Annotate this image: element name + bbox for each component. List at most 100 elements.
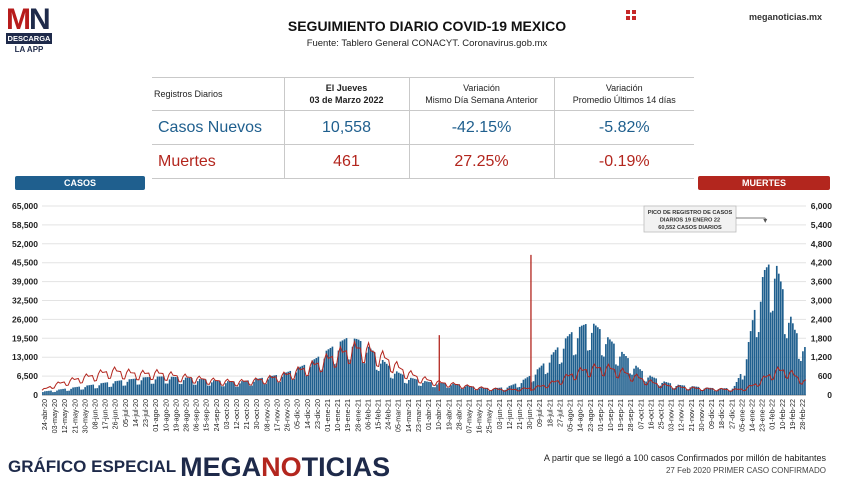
- casos-bar: [64, 388, 66, 395]
- left-tick-label: 26,000: [12, 314, 38, 324]
- x-tick-label: 16-oct-21: [646, 399, 655, 429]
- casos-bar: [719, 388, 722, 395]
- casos-bar: [550, 354, 553, 395]
- footer-brand: GRÁFICO ESPECIAL MEGANOTICIAS: [8, 452, 390, 482]
- x-tick-label: 21-may-20: [70, 399, 79, 433]
- casos-bar: [568, 334, 571, 395]
- left-tick-label: 45,500: [12, 258, 38, 268]
- casos-bar: [637, 367, 639, 395]
- casos-bar: [178, 383, 181, 395]
- casos-bar: [590, 332, 593, 395]
- casos-bar: [625, 356, 627, 395]
- casos-bar: [367, 346, 370, 395]
- x-tick-label: 19-sep-21: [616, 399, 625, 431]
- casos-bar: [347, 359, 350, 395]
- casos-bar: [586, 350, 589, 395]
- casos-bar: [683, 385, 686, 395]
- casos-bar: [160, 376, 163, 395]
- casos-bar: [681, 385, 684, 395]
- site-url: meganoticias.mx: [748, 12, 822, 22]
- x-tick-label: 28-sep-21: [626, 399, 635, 431]
- casos-bar: [456, 384, 458, 395]
- casos-bar: [727, 390, 730, 395]
- casos-bar: [510, 385, 513, 395]
- casos-bar: [285, 372, 288, 395]
- casos-bar: [741, 379, 744, 395]
- casos-bar: [448, 387, 450, 395]
- casos-bar: [369, 348, 372, 395]
- x-tick-label: 18-jul-21: [545, 399, 554, 427]
- x-tick-label: 28-abr-21: [454, 399, 463, 430]
- casos-bar: [432, 387, 434, 395]
- casos-bar: [679, 385, 682, 395]
- casos-bar: [484, 387, 487, 395]
- casos-bar: [695, 386, 698, 395]
- casos-bar: [653, 377, 655, 395]
- casos-bar: [454, 383, 456, 395]
- casos-bar: [68, 390, 70, 395]
- left-axis: 65,000 58,500 52,000 45,500 39,000 32,500 26,0…: [12, 201, 38, 400]
- casos-bar: [297, 367, 300, 395]
- x-tick-label: 07-oct-21: [636, 399, 645, 429]
- x-tick-label: 23-ene-22: [758, 399, 767, 432]
- casos-bar: [102, 382, 105, 395]
- casos-bar: [753, 309, 756, 395]
- casos-bar: [279, 381, 282, 395]
- casos-bar: [763, 269, 766, 395]
- casos-bar: [731, 388, 734, 395]
- casos-bar: [227, 381, 229, 395]
- casos-bar: [798, 358, 800, 395]
- x-axis-labels: 24-abr-20 03-may-20 12-may-20 21-may-20 30-m…: [40, 399, 807, 433]
- casos-bar: [128, 379, 131, 395]
- casos-bar: [377, 370, 380, 395]
- x-tick-label: 25-oct-21: [657, 399, 666, 429]
- casos-bar: [468, 385, 470, 395]
- casos-bar: [761, 277, 764, 395]
- right-tick-label: 5,400: [811, 220, 833, 230]
- chart-grid: [42, 205, 806, 396]
- casos-bar: [699, 390, 702, 395]
- casos-bar: [267, 379, 269, 395]
- x-tick-label: 23-dic-20: [313, 399, 322, 429]
- x-tick-label: 12-jun-21: [505, 399, 514, 429]
- x-tick-label: 09-dic-21: [707, 399, 716, 429]
- header-var-14: Variación Promedio Últimos 14 días: [553, 77, 694, 111]
- casos-bar: [707, 387, 710, 395]
- casos-bar: [528, 375, 531, 395]
- casos-bar: [779, 281, 782, 395]
- casos-bar: [420, 385, 422, 395]
- logo-m: M: [6, 3, 31, 36]
- grafico-especial: GRÁFICO ESPECIAL: [8, 457, 177, 476]
- casos-bar: [430, 382, 432, 395]
- casos-bar: [261, 377, 263, 395]
- casos-bar: [500, 387, 503, 395]
- left-tick-label: 13,000: [12, 352, 38, 362]
- casos-bar: [140, 380, 143, 395]
- casos-bar: [152, 383, 155, 395]
- casos-bar: [305, 375, 308, 395]
- x-tick-label: 24-sep-20: [212, 399, 221, 431]
- casos-bar: [100, 383, 103, 395]
- casos-bar: [196, 381, 199, 395]
- casos-bar: [723, 388, 726, 395]
- casos-bar: [156, 376, 159, 395]
- casos-bar: [172, 376, 175, 395]
- casos-bar: [253, 381, 255, 395]
- x-tick-label: 07-may-21: [464, 399, 473, 433]
- casos-bar: [120, 380, 123, 395]
- x-tick-label: 26-jun-20: [111, 399, 120, 429]
- expand-icon: [626, 10, 636, 20]
- casos-bar: [671, 388, 674, 395]
- casos-bar: [725, 388, 728, 395]
- header-date-line2: 03 de Marzo 2022: [309, 95, 384, 105]
- casos-bar: [749, 331, 752, 395]
- casos-bar: [327, 349, 330, 395]
- casos-bar: [627, 358, 629, 395]
- casos-bar: [52, 392, 54, 395]
- brand-part-c: TICIAS: [301, 452, 391, 482]
- casos-bar: [564, 338, 567, 395]
- casos-bar: [669, 383, 672, 395]
- casos-bar: [755, 337, 758, 395]
- casos-bar: [114, 381, 117, 395]
- casos-bar: [729, 390, 732, 395]
